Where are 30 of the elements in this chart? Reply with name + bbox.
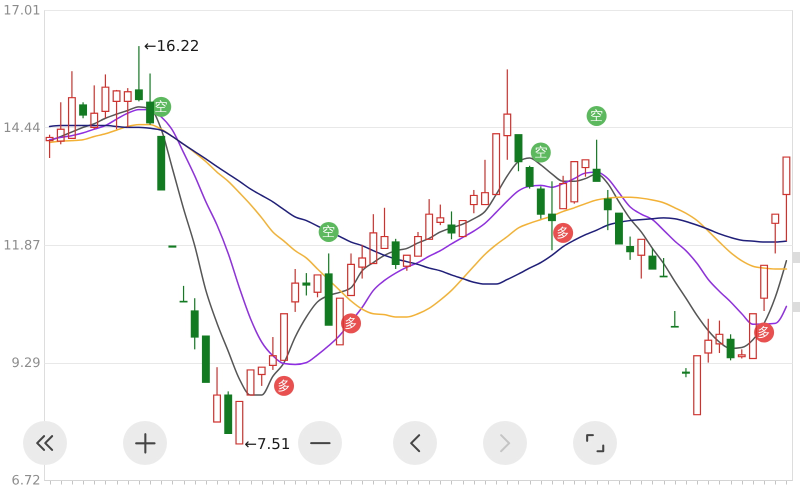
- data-label: 多: [278, 378, 291, 394]
- y-tick-label: 9.29: [12, 356, 40, 372]
- candlestick: [470, 189, 478, 214]
- candlestick: [536, 186, 545, 220]
- candlestick: [548, 180, 556, 251]
- candlestick: [56, 102, 65, 145]
- candlestick: [124, 88, 132, 128]
- candlestick: [503, 68, 512, 160]
- candlestick: [704, 318, 712, 364]
- y-tick-label: 6.72: [12, 474, 40, 488]
- data-label: 空: [590, 108, 604, 124]
- y-tick-label: 11.87: [3, 238, 40, 254]
- annotation: ←16.22: [144, 37, 200, 56]
- candlestick: [436, 204, 444, 226]
- candlestick: [715, 320, 724, 354]
- candlestick: [358, 244, 366, 280]
- candlestick: [302, 272, 310, 296]
- candlestick: [604, 189, 612, 231]
- data-label: 多: [758, 325, 771, 340]
- candlestick: [291, 268, 300, 313]
- candlestick: [190, 298, 199, 350]
- data-label: 空: [154, 100, 168, 115]
- data-label: 空: [534, 146, 548, 161]
- data-label: 多: [344, 316, 358, 332]
- candlestick: [392, 238, 400, 270]
- y-tick-label: 14.44: [3, 120, 40, 136]
- y-tick-label: 17.01: [3, 4, 40, 18]
- data-label: 空: [322, 224, 336, 240]
- annotation: ←7.51: [244, 434, 290, 453]
- data-label: 多: [556, 226, 570, 241]
